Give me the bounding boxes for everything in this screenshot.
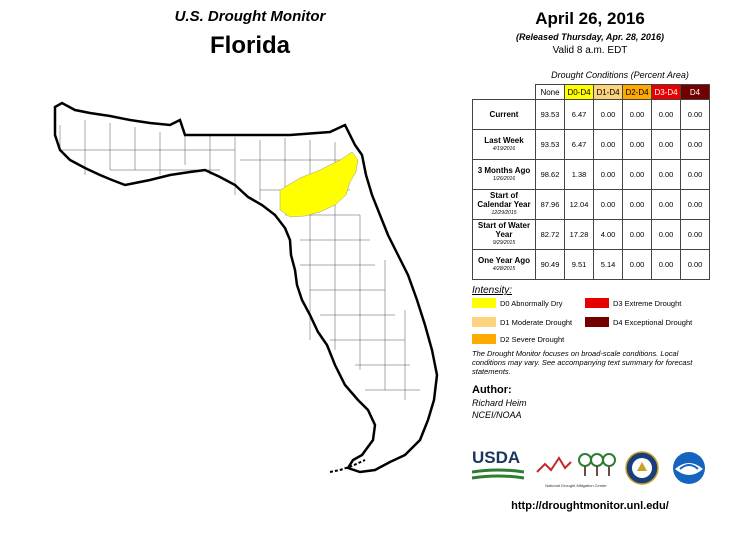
source-url[interactable]: http://droughtmonitor.unl.edu/ (511, 500, 669, 512)
release-date: (Released Thursday, Apr. 28, 2016) (516, 32, 664, 42)
col-none: None (535, 84, 565, 100)
cell: 4.00 (593, 219, 623, 250)
cell: 0.00 (651, 219, 681, 250)
col-d0-d4: D0-D4 (564, 84, 594, 100)
cell: 0.00 (593, 189, 623, 220)
legend-swatch (472, 298, 496, 308)
cell: 0.00 (680, 129, 710, 160)
cell: 0.00 (651, 159, 681, 190)
col-d2-d4: D2-D4 (622, 84, 652, 100)
legend-swatch (585, 317, 609, 327)
valid-time: Valid 8 a.m. EDT (552, 45, 628, 56)
row-label: Start of Calendar Year 12/29/2015 (472, 189, 536, 220)
usda-logo: USDA (471, 448, 527, 486)
cell: 87.96 (535, 189, 565, 220)
cell: 6.47 (564, 129, 594, 160)
state-name: Florida (209, 32, 290, 59)
row-label: One Year Ago 4/28/2015 (472, 249, 536, 280)
table-row: Last Week 4/19/2016 93.53 6.47 0.00 0.00 … (472, 129, 710, 160)
col-d4: D4 (680, 84, 710, 100)
legend-swatch (472, 317, 496, 327)
cell: 0.00 (680, 189, 710, 220)
drought-area-d0 (279, 151, 359, 218)
legend-label: D3 Extreme Drought (613, 298, 682, 308)
legend-swatch (585, 298, 609, 308)
row-label: 3 Months Ago 1/26/2016 (472, 159, 536, 190)
table-row: 3 Months Ago 1/26/2016 98.62 1.38 0.00 0.… (472, 159, 710, 190)
cell: 98.62 (535, 159, 565, 190)
cell: 9.51 (564, 249, 594, 280)
legend-item-d3: D3 Extreme Drought (585, 298, 681, 308)
note-text: The Drought Monitor focuses on broad-sca… (472, 349, 693, 376)
legend-title: Intensity: (472, 285, 513, 296)
cell: 93.53 (535, 129, 565, 160)
ndmc-graphic (536, 453, 616, 476)
row-label: Start of Water Year 9/29/2015 (472, 219, 536, 250)
cell: 0.00 (680, 159, 710, 190)
cell: 0.00 (622, 159, 652, 190)
table-row: Start of Water Year 9/29/2015 82.72 17.28… (472, 219, 710, 250)
cell: 0.00 (622, 99, 652, 130)
cell: 0.00 (680, 249, 710, 280)
legend-label: D0 Abnormally Dry (500, 298, 563, 308)
cell: 0.00 (680, 219, 710, 250)
legend-label: D2 Severe Drought (500, 334, 565, 344)
cell: 0.00 (622, 249, 652, 280)
legend-item-d2: D2 Severe Drought (472, 334, 564, 344)
author-name: Richard Heim (472, 398, 527, 408)
col-d3-d4: D3-D4 (651, 84, 681, 100)
cell: 12.04 (564, 189, 594, 220)
cell: 0.00 (680, 99, 710, 130)
row-label: Current (472, 99, 536, 130)
cell: 5.14 (593, 249, 623, 280)
cell: 90.49 (535, 249, 565, 280)
table-row: Start of Calendar Year 12/29/2015 87.96 1… (472, 189, 710, 220)
author-label: Author: (472, 384, 512, 396)
cell: 0.00 (651, 99, 681, 130)
commerce-seal-icon (625, 451, 659, 490)
cell: 82.72 (535, 219, 565, 250)
table-caption: Drought Conditions (Percent Area) (551, 70, 689, 80)
legend-swatch (472, 334, 496, 344)
cell: 0.00 (593, 129, 623, 160)
cell: 0.00 (622, 219, 652, 250)
cell: 0.00 (622, 189, 652, 220)
county-lines (59, 120, 420, 400)
legend-item-d1: D1 Moderate Drought (472, 317, 572, 327)
legend-label: D4 Exceptional Drought (613, 317, 693, 327)
noaa-logo-icon (672, 451, 706, 490)
col-d1-d4: D1-D4 (593, 84, 623, 100)
cell: 0.00 (651, 189, 681, 220)
florida-map (53, 101, 439, 474)
cell: 0.00 (651, 129, 681, 160)
cell: 6.47 (564, 99, 594, 130)
ndmc-logo: National Drought Mitigation Center (535, 450, 617, 488)
map-date: April 26, 2016 (535, 9, 645, 28)
map-title: U.S. Drought Monitor (174, 8, 326, 25)
cell: 0.00 (593, 99, 623, 130)
usda-swoosh (471, 468, 525, 480)
legend-label: D1 Moderate Drought (500, 317, 573, 327)
legend-item-d0: D0 Abnormally Dry (472, 298, 563, 308)
table-corner (473, 85, 536, 100)
cell: 1.38 (564, 159, 594, 190)
cell: 0.00 (651, 249, 681, 280)
florida-keys (329, 459, 366, 473)
cell: 17.28 (564, 219, 594, 250)
drought-conditions-table: None D0-D4 D1-D4 D2-D4 D3-D4 D4 Current … (472, 84, 710, 280)
florida-outline (53, 101, 439, 474)
cell: 0.00 (593, 159, 623, 190)
cell: 93.53 (535, 99, 565, 130)
cell: 0.00 (622, 129, 652, 160)
author-org: NCEI/NOAA (472, 410, 522, 420)
table-row: Current 93.53 6.47 0.00 0.00 0.00 0.00 (472, 99, 710, 130)
legend-item-d4: D4 Exceptional Drought (585, 317, 692, 327)
table-row: One Year Ago 4/28/2015 90.49 9.51 5.14 0.… (472, 249, 710, 280)
row-label: Last Week 4/19/2016 (472, 129, 536, 160)
